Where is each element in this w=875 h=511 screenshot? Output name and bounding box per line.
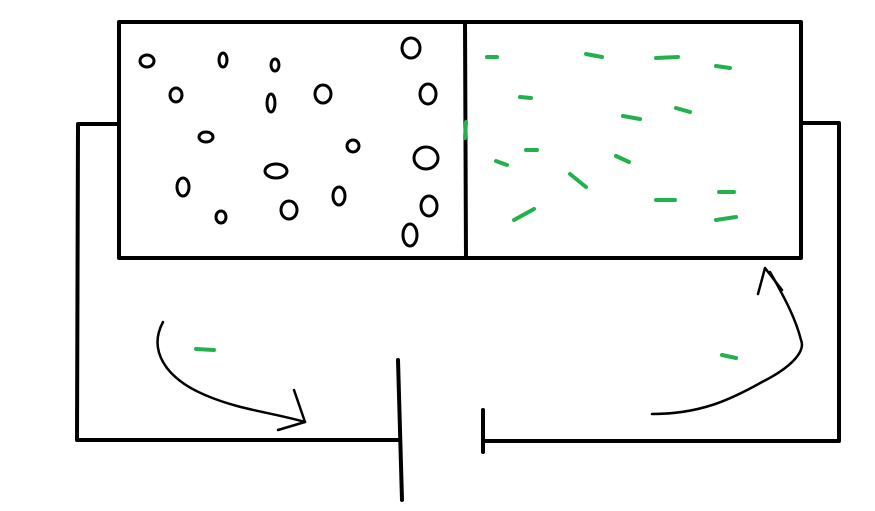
hole-17	[214, 209, 228, 225]
hole-9	[197, 130, 215, 144]
left-arrow-head	[276, 388, 307, 432]
block-outline	[117, 20, 803, 260]
hole-4	[168, 86, 184, 104]
circuit-wires	[75, 121, 841, 443]
battery	[396, 358, 485, 502]
electron-3	[654, 55, 680, 60]
electron-8	[463, 120, 468, 140]
hole-11	[412, 145, 440, 171]
electron-12	[568, 172, 588, 189]
electron-18	[720, 353, 738, 360]
hole-18	[401, 222, 419, 248]
hole-8	[418, 82, 438, 106]
semiconductor-block	[117, 20, 803, 261]
right-wire	[482, 121, 841, 443]
hole-3	[269, 57, 281, 73]
hole-10	[345, 138, 361, 154]
electron-16	[714, 215, 738, 222]
hole-15	[279, 199, 299, 221]
hole-13	[263, 162, 289, 180]
right-flow-arrow	[650, 270, 804, 416]
hole-12	[175, 176, 191, 198]
holes-region	[138, 36, 440, 248]
hole-16	[419, 194, 439, 218]
electron-10	[494, 159, 509, 167]
electron-4	[714, 64, 732, 70]
hole-7	[400, 36, 422, 60]
hole-14	[331, 185, 347, 207]
left-flow-arrow	[156, 320, 307, 424]
flow-arrows	[156, 266, 804, 432]
electrons-region	[194, 52, 738, 360]
electron-11	[614, 154, 631, 164]
electron-13	[512, 207, 536, 222]
battery-long-plate	[396, 358, 404, 502]
hole-2	[217, 51, 229, 69]
electron-17	[194, 347, 216, 352]
right-arrow-head	[756, 266, 784, 296]
junction-divider	[463, 21, 468, 261]
hole-1	[138, 53, 156, 69]
left-wire	[75, 122, 402, 442]
hole-5	[265, 92, 277, 114]
electron-6	[674, 106, 692, 114]
electron-5	[518, 95, 533, 100]
electron-7	[621, 114, 642, 121]
electron-2	[584, 52, 604, 59]
hole-6	[313, 83, 333, 105]
